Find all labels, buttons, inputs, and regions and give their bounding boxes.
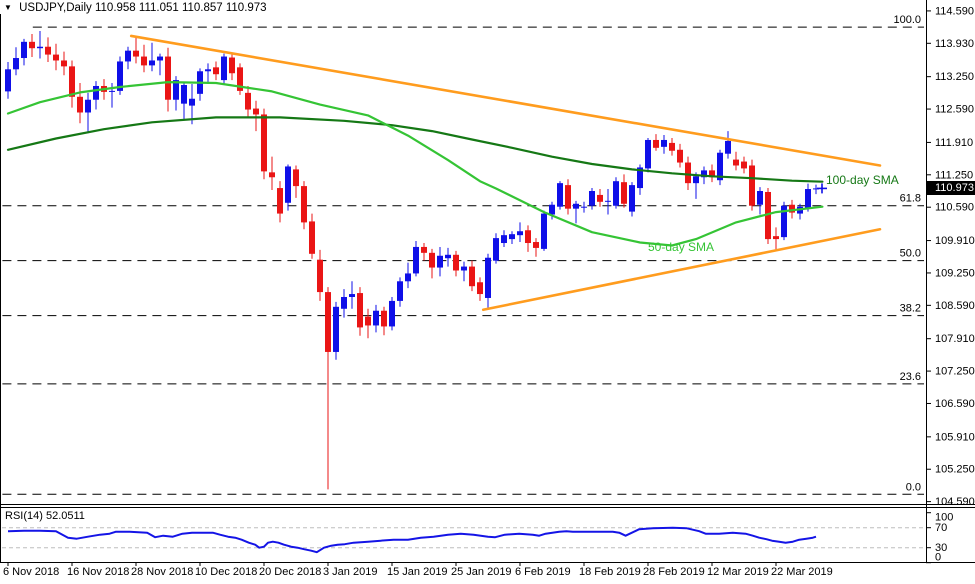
price-axis-label: 113.250	[935, 71, 974, 83]
price-axis-label: 112.590	[935, 104, 974, 116]
symbol-header: ▼ USDJPY,Daily 110.958 111.051 110.857 1…	[4, 2, 267, 14]
date-axis-label: 15 Jan 2019	[387, 566, 448, 578]
price-axis-label: 106.590	[935, 398, 975, 410]
date-axis-label: 16 Nov 2018	[67, 566, 129, 578]
date-axis-label: 28 Nov 2018	[131, 566, 193, 578]
rsi-axis-label: 70	[935, 522, 947, 534]
trendlines[interactable]	[129, 34, 882, 312]
fib-level-label: 50.0	[900, 248, 921, 260]
rsi-axis-label: 30	[935, 542, 947, 554]
ohlc-readout: 110.958 111.051 110.857 110.973	[94, 2, 267, 14]
sma-50-line	[6, 81, 824, 247]
symbol-menu-icon[interactable]: ▼	[4, 3, 12, 12]
price-axis-label: 109.910	[935, 235, 975, 247]
sma-50-label: 50-day SMA	[648, 240, 715, 254]
price-axis-label: 105.250	[935, 464, 975, 476]
date-axis-label: 6 Nov 2018	[3, 566, 59, 578]
sma-100-line	[6, 116, 824, 183]
rsi-indicator-label: RSI(14) 52.0511	[5, 510, 85, 522]
date-axis-label: 25 Jan 2019	[451, 566, 512, 578]
current-price-marker	[817, 183, 827, 194]
pane-borders	[0, 0, 975, 563]
fib-level-label: 61.8	[900, 193, 921, 205]
fib-level-label: 38.2	[900, 303, 921, 315]
sma-100-label: 100-day SMA	[826, 173, 899, 187]
date-axis-label: 22 Mar 2019	[771, 566, 833, 578]
date-axis-label: 18 Feb 2019	[579, 566, 641, 578]
candlesticks	[5, 31, 819, 490]
price-axis: 114.590 113.930 113.250 112.590 111.910 111.2…	[926, 5, 975, 508]
price-axis-label: 104.590	[935, 496, 975, 508]
date-axis-label: 6 Feb 2019	[515, 566, 571, 578]
symbol-name: USDJPY,Daily	[19, 2, 92, 14]
date-axis-label: 12 Mar 2019	[707, 566, 769, 578]
rsi-axis-label: 100	[935, 512, 953, 524]
falling-resistance[interactable]	[129, 34, 882, 167]
price-axis-label: 111.910	[935, 137, 973, 149]
price-axis-label: 110.590	[935, 202, 974, 214]
price-axis-label: 105.910	[935, 431, 975, 443]
rsi-axis-label: 0	[935, 552, 941, 564]
fibonacci-retracement-lines[interactable]: 100.0 61.8 50.0 38.2 23.6 0.0	[2, 14, 924, 495]
date-axis-label: 28 Feb 2019	[643, 566, 705, 578]
fib-level-label: 23.6	[900, 371, 921, 383]
date-axis-label: 10 Dec 2018	[195, 566, 257, 578]
rising-support[interactable]	[481, 227, 882, 312]
price-axis-label: 114.590	[935, 5, 974, 17]
date-axis: 6 Nov 2018 16 Nov 2018 28 Nov 2018 10 Dec 2…	[3, 562, 833, 578]
price-axis-label: 107.250	[935, 366, 975, 378]
price-axis-label: 109.250	[935, 267, 975, 279]
fib-level-label: 100.0	[893, 14, 921, 26]
price-axis-label: 113.930	[935, 38, 974, 50]
current-price-badge: 110.973	[927, 181, 975, 195]
price-axis-label: 107.910	[935, 333, 975, 345]
date-axis-label: 20 Dec 2018	[259, 566, 321, 578]
date-axis-label: 3 Jan 2019	[323, 566, 377, 578]
price-axis-label: 111.250	[935, 169, 973, 181]
fib-level-label: 0.0	[906, 481, 921, 493]
price-axis-label: 108.590	[935, 300, 975, 312]
